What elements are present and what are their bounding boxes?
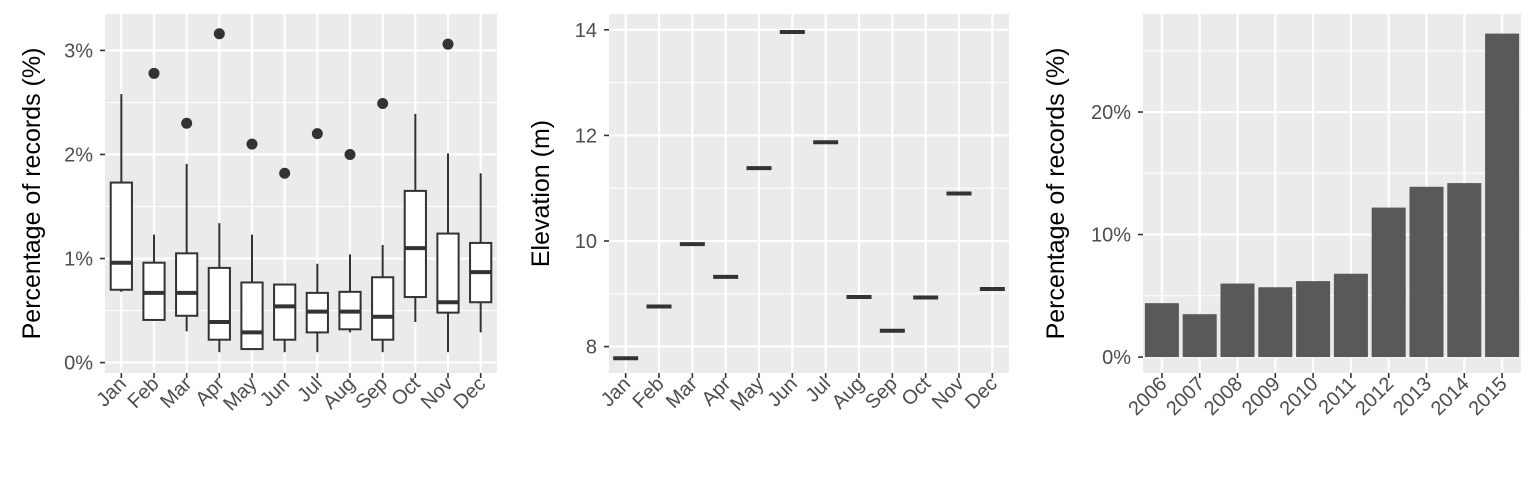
x-tick-label: Feb — [629, 373, 669, 413]
y-tick-label: 3% — [64, 40, 93, 62]
x-tick-label: 2008 — [1200, 373, 1247, 420]
x-tick-label: 2009 — [1238, 373, 1285, 420]
box — [240, 281, 264, 351]
y-tick-label: 14 — [575, 20, 597, 42]
outlier-point — [181, 117, 193, 129]
bar — [1409, 186, 1444, 358]
x-tick-label: 2010 — [1276, 373, 1323, 420]
outlier-point — [344, 148, 356, 160]
x-tick-label: Sep — [351, 373, 392, 414]
x-tick-label: Jun — [764, 373, 802, 411]
x-tick-label: 2013 — [1389, 373, 1436, 420]
y-tick-label: 10 — [575, 231, 597, 253]
x-tick-label: Oct — [387, 373, 425, 411]
x-tick-label: Oct — [898, 373, 936, 411]
outlier-point — [442, 38, 454, 50]
x-tick-label: Sep — [861, 373, 902, 414]
box — [371, 276, 395, 341]
x-tick-label: Aug — [319, 373, 360, 414]
yearly-records-bar-panel: 0% 10% 20% 20062007200820092010201120122013… — [1042, 14, 1521, 420]
box — [436, 232, 460, 314]
x-tick-label: Nov — [417, 373, 458, 414]
outlier-point — [279, 167, 291, 179]
x-tick-label: 2007 — [1162, 373, 1209, 420]
bar — [1182, 314, 1217, 358]
x-tick-label: Jan — [597, 373, 635, 411]
y-tick-label: 0% — [64, 353, 93, 375]
box — [109, 181, 133, 291]
y-tick-label: 0% — [1102, 347, 1131, 369]
y-tick-label: 8 — [586, 337, 597, 359]
x-tick-label: Mar — [156, 373, 196, 413]
bar — [1485, 33, 1520, 358]
outlier-point — [311, 128, 323, 140]
y-tick-label: 10% — [1091, 225, 1131, 247]
bar — [1258, 287, 1293, 358]
x-tick-label: May — [219, 373, 261, 415]
x-tick-label: 2006 — [1124, 373, 1171, 420]
y-tick-label: 20% — [1091, 102, 1131, 124]
box — [273, 283, 297, 341]
outlier-point — [213, 28, 225, 40]
plot-background — [105, 14, 497, 373]
x-tick-label: 2015 — [1465, 373, 1512, 420]
x-tick-label: Mar — [662, 373, 702, 413]
bar — [1333, 273, 1368, 358]
bar — [1220, 283, 1255, 358]
box — [175, 252, 199, 317]
x-tick-label: Dec — [961, 373, 1002, 414]
plot-background — [609, 14, 1009, 373]
y-axis-title: Percentage of records (%) — [18, 48, 46, 340]
x-tick-label: Apr — [698, 373, 736, 411]
x-tick-label: Feb — [124, 373, 164, 413]
outlier-point — [246, 138, 258, 150]
bar — [1296, 281, 1331, 358]
x-tick-label: 2014 — [1427, 373, 1474, 420]
bar — [1447, 183, 1482, 358]
x-tick-label: Jan — [93, 373, 131, 411]
x-tick-label: May — [726, 373, 768, 415]
y-tick-label: 1% — [64, 249, 93, 271]
box — [403, 189, 427, 299]
outlier-point — [377, 97, 389, 109]
x-tick-label: Aug — [828, 373, 869, 414]
y-axis-title: Percentage of records (%) — [1042, 48, 1070, 340]
x-tick-label: Dec — [449, 373, 490, 414]
x-tick-label: Jun — [256, 373, 294, 411]
y-tick-label: 2% — [64, 144, 93, 166]
x-tick-label: 2012 — [1351, 373, 1398, 420]
bar — [1144, 303, 1179, 358]
y-tick-label: 12 — [575, 125, 597, 147]
x-tick-label: Nov — [928, 373, 969, 414]
y-axis-title: Elevation (m) — [527, 120, 555, 267]
x-tick-label: 2011 — [1314, 373, 1360, 419]
outlier-point — [148, 67, 160, 79]
bar — [1371, 207, 1406, 358]
box — [207, 266, 231, 341]
